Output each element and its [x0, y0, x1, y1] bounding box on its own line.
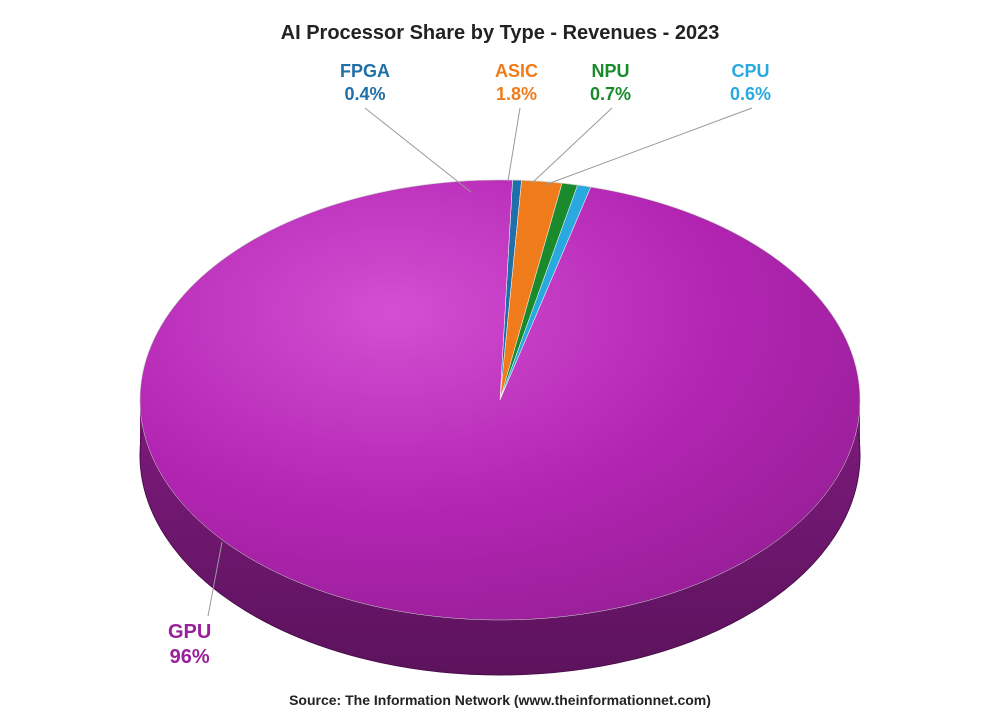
label-fpga: FPGA 0.4% [340, 60, 390, 105]
label-gpu-name: GPU [168, 620, 211, 645]
label-fpga-name: FPGA [340, 60, 390, 83]
label-fpga-pct: 0.4% [340, 83, 390, 106]
label-npu-name: NPU [590, 60, 631, 83]
chart-container: { "title": { "text": "AI Processor Share… [0, 0, 1000, 721]
chart-source: Source: The Information Network (www.the… [0, 692, 1000, 708]
label-asic: ASIC 1.8% [495, 60, 538, 105]
leader-line [508, 108, 520, 181]
label-cpu: CPU 0.6% [730, 60, 771, 105]
pie-slice-gpu [140, 180, 860, 620]
leader-line [532, 108, 612, 183]
label-gpu: GPU 96% [168, 620, 211, 670]
leader-line [545, 108, 752, 185]
label-cpu-pct: 0.6% [730, 83, 771, 106]
label-npu-pct: 0.7% [590, 83, 631, 106]
pie-chart [0, 0, 1000, 721]
label-gpu-pct: 96% [168, 645, 211, 670]
label-npu: NPU 0.7% [590, 60, 631, 105]
label-asic-name: ASIC [495, 60, 538, 83]
leader-line [365, 108, 471, 192]
label-cpu-name: CPU [730, 60, 771, 83]
label-asic-pct: 1.8% [495, 83, 538, 106]
